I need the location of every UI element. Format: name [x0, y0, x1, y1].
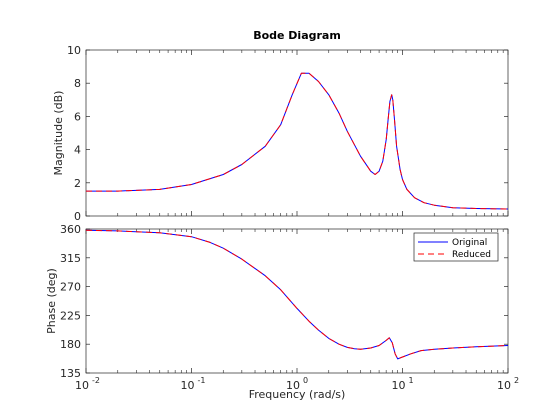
x-tick-label-exponent: 0 — [303, 376, 308, 385]
magnitude-y-tick-label: 10 — [67, 44, 81, 57]
magnitude-y-tick-label: 8 — [74, 77, 81, 90]
magnitude-y-tick-label: 0 — [74, 210, 81, 223]
magnitude-series-reduced — [86, 72, 508, 210]
phase-y-tick-label: 315 — [60, 252, 81, 265]
x-tick-label-exponent: 2 — [514, 376, 519, 385]
legend-label-original: Original — [452, 238, 487, 248]
phase-series-reduced — [86, 229, 508, 360]
phase-y-tick-label: 135 — [60, 367, 81, 380]
magnitude-y-tick-label: 6 — [74, 110, 81, 123]
phase-y-tick-label: 180 — [60, 338, 81, 351]
phase-y-axis-label: Phase (deg) — [45, 268, 58, 334]
magnitude-axes-box — [85, 49, 509, 217]
phase-y-tick-label: 225 — [60, 309, 81, 322]
chart-title: Bode Diagram — [253, 29, 341, 42]
legend-label-reduced: Reduced — [452, 250, 491, 260]
x-tick-label: 10 — [497, 379, 511, 392]
legend: Original Reduced — [413, 232, 499, 262]
x-tick-label: 10 — [75, 379, 89, 392]
x-tick-label-exponent: -2 — [92, 376, 100, 385]
phase-y-tick-label: 270 — [60, 281, 81, 294]
x-tick-label-exponent: -1 — [198, 376, 206, 385]
x-tick-label: 10 — [286, 379, 300, 392]
x-tick-label-exponent: 1 — [409, 376, 414, 385]
magnitude-y-tick-label: 4 — [74, 144, 81, 157]
magnitude-y-tick-label: 2 — [74, 177, 81, 190]
legend-box — [413, 232, 499, 262]
phase-y-tick-label: 360 — [60, 223, 81, 236]
magnitude-panel: 0 2 4 6 8 10 Magnitude (dB) — [52, 44, 509, 223]
magnitude-y-axis-label: Magnitude (dB) — [52, 91, 65, 176]
x-tick-label: 10 — [181, 379, 195, 392]
x-axis-label: Frequency (rad/s) — [249, 388, 346, 401]
x-tick-label: 10 — [392, 379, 406, 392]
